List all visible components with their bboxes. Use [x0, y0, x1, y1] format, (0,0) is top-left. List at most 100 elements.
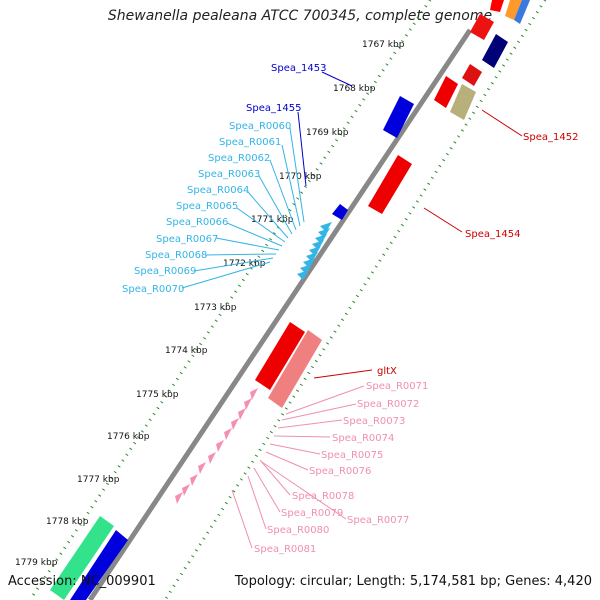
- gene-feature-blue[interactable]: [383, 96, 414, 138]
- genome-backbone: [87, 28, 473, 600]
- trna-feature[interactable]: [306, 252, 318, 262]
- leader-line: [269, 443, 321, 455]
- gene-feature-navy[interactable]: [482, 34, 508, 68]
- gene-feature-green[interactable]: [50, 516, 114, 600]
- trna-feature[interactable]: [208, 452, 216, 464]
- feature-label[interactable]: Spea_R0070: [122, 284, 184, 295]
- leader-line: [215, 237, 280, 251]
- trna-cyan-stack: [297, 222, 332, 280]
- feature-label[interactable]: Spea_R0063: [198, 169, 260, 180]
- trna-feature[interactable]: [238, 408, 246, 420]
- trna-feature[interactable]: [303, 258, 315, 268]
- leader-line: [273, 435, 331, 438]
- map-title: Shewanella pealeana ATCC 700345, complet…: [107, 8, 493, 24]
- kbp-tick-label: 1774 kbp: [165, 346, 208, 356]
- gene-feature-khaki[interactable]: [450, 84, 476, 120]
- gene-feature-red[interactable]: [434, 76, 458, 108]
- trna-feature[interactable]: [198, 462, 206, 474]
- trna-feature[interactable]: [315, 234, 327, 244]
- gene-feature-blue[interactable]: [70, 530, 128, 600]
- kbp-tick-label: 1775 kbp: [136, 390, 179, 400]
- trna-feature[interactable]: [182, 484, 190, 496]
- feature-label[interactable]: Spea_1454: [465, 229, 520, 240]
- feature-label[interactable]: Spea_R0061: [219, 137, 281, 148]
- trna-feature[interactable]: [190, 474, 198, 486]
- kbp-tick-label: 1769 kbp: [306, 128, 349, 138]
- feature-label[interactable]: Spea_R0073: [343, 416, 405, 427]
- leader-line: [204, 253, 277, 256]
- feature-label[interactable]: Spea_1453: [271, 63, 326, 74]
- kbp-tick-label: 1777 kbp: [77, 475, 120, 485]
- gene-feature-red[interactable]: [470, 14, 494, 40]
- trna-feature[interactable]: [312, 240, 324, 250]
- kbp-tick-label: 1768 kbp: [333, 84, 376, 94]
- leader-line: [285, 385, 365, 415]
- gene-feature-blue[interactable]: [332, 204, 348, 220]
- feature-label[interactable]: gltX: [377, 366, 397, 377]
- trna-feature[interactable]: [318, 228, 330, 238]
- gene-feature-red[interactable]: [368, 155, 412, 214]
- trna-feature[interactable]: [297, 270, 309, 280]
- kbp-tick-label: 1778 kbp: [46, 517, 89, 527]
- feature-label[interactable]: Spea_1452: [523, 132, 578, 143]
- feature-label[interactable]: Spea_R0065: [176, 201, 238, 212]
- kbp-tick-label: 1779 kbp: [15, 558, 58, 568]
- trna-feature[interactable]: [231, 418, 239, 430]
- feature-label[interactable]: Spea_R0077: [347, 515, 409, 526]
- feature-label[interactable]: Spea_R0060: [229, 121, 291, 132]
- trna-feature[interactable]: [309, 246, 321, 256]
- leader-line: [481, 109, 523, 137]
- leader-line: [261, 461, 347, 520]
- leader-line: [269, 159, 297, 231]
- trna-feature[interactable]: [175, 492, 183, 504]
- feature-label[interactable]: Spea_R0068: [145, 250, 207, 261]
- gene-feature-red[interactable]: [255, 322, 305, 390]
- feature-label[interactable]: Spea_R0079: [281, 508, 343, 519]
- leader-line: [258, 175, 293, 235]
- accession-text: Accession: NC_009901: [8, 574, 156, 589]
- leader-line: [236, 207, 286, 243]
- feature-label[interactable]: Spea_R0080: [267, 525, 329, 536]
- feature-label[interactable]: Spea_R0067: [156, 234, 218, 245]
- feature-label[interactable]: Spea_R0072: [357, 399, 419, 410]
- gene-feature-red[interactable]: [462, 64, 482, 86]
- genome-summary-text: Topology: circular; Length: 5,174,581 bp…: [234, 574, 592, 589]
- feature-label[interactable]: Spea_1455: [246, 103, 301, 114]
- feature-label[interactable]: Spea_R0081: [254, 544, 316, 555]
- leader-line: [193, 257, 274, 272]
- leader-line: [247, 191, 289, 239]
- trna-feature[interactable]: [224, 428, 232, 440]
- kbp-tick-label: 1776 kbp: [107, 432, 150, 442]
- trna-feature[interactable]: [300, 264, 312, 274]
- feature-label[interactable]: Spea_R0069: [134, 266, 196, 277]
- feature-label[interactable]: Spea_R0062: [208, 153, 270, 164]
- leader-line: [253, 467, 281, 513]
- trna-feature[interactable]: [320, 222, 332, 232]
- feature-label[interactable]: Spea_R0064: [187, 185, 249, 196]
- gene-feature-red[interactable]: [490, 0, 504, 12]
- feature-label[interactable]: Spea_R0075: [321, 450, 383, 461]
- leader-line: [313, 369, 373, 379]
- feature-glyphs: [50, 0, 530, 600]
- feature-label[interactable]: Spea_R0074: [332, 433, 394, 444]
- feature-label[interactable]: Spea_R0078: [292, 491, 354, 502]
- feature-label[interactable]: Spea_R0071: [366, 381, 428, 392]
- leader-line: [289, 127, 305, 223]
- feature-labels: Spea_1453 Spea_1455 Spea_1452 Spea_1454 …: [122, 63, 578, 555]
- gene-feature-blue[interactable]: [514, 0, 530, 24]
- kbp-tick-label: 1772 kbp: [223, 259, 266, 269]
- trna-feature[interactable]: [216, 440, 224, 452]
- trna-pink-stack: [175, 388, 258, 504]
- trna-feature[interactable]: [244, 398, 252, 410]
- gene-feature-salmon[interactable]: [268, 330, 322, 408]
- leader-line: [226, 222, 283, 247]
- leader-line: [259, 459, 291, 496]
- gene-feature-orange[interactable]: [505, 0, 522, 20]
- kbp-tick-label: 1770 kbp: [279, 172, 322, 182]
- feature-label[interactable]: Spea_R0076: [309, 466, 371, 477]
- trna-feature[interactable]: [250, 388, 258, 400]
- leader-line: [297, 111, 307, 187]
- feature-label[interactable]: Spea_R0066: [166, 217, 228, 228]
- kbp-tick-label: 1773 kbp: [194, 303, 237, 313]
